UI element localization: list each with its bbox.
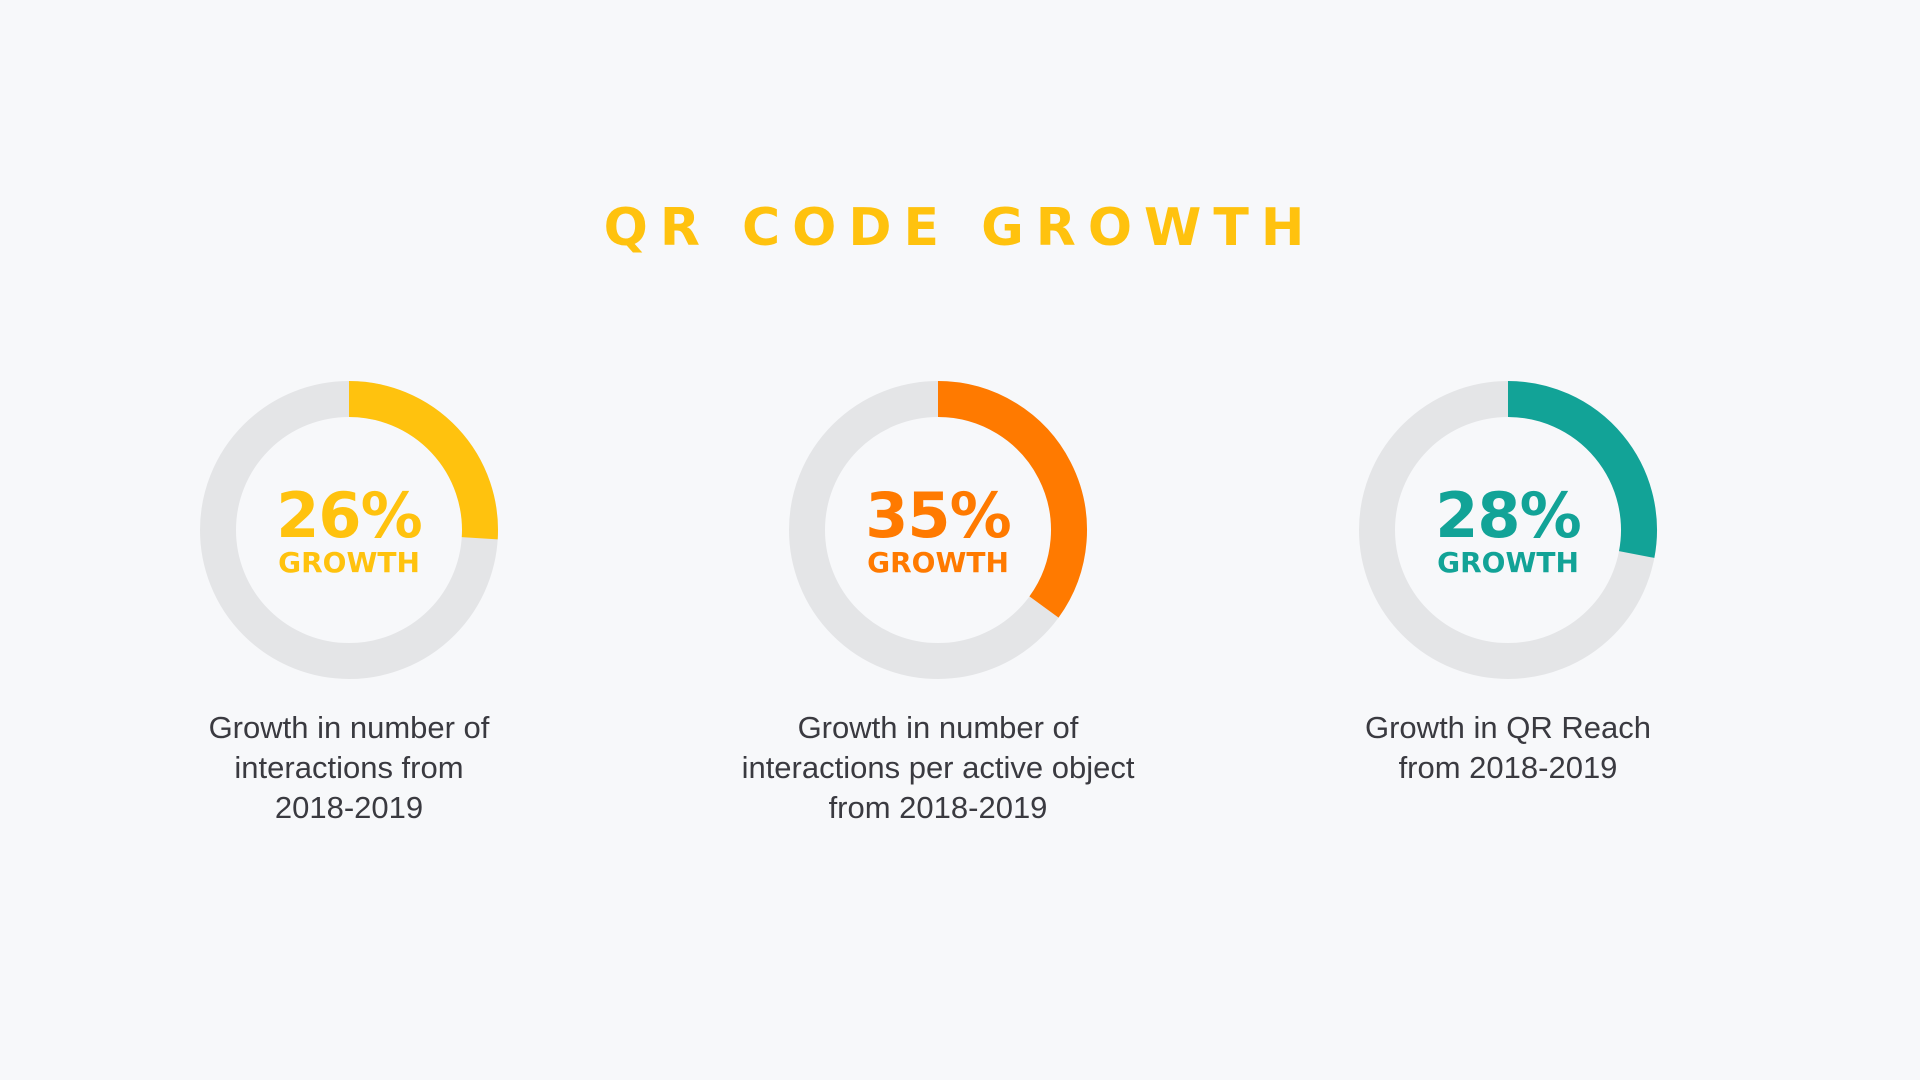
donut-value-arc — [348, 381, 498, 540]
caption-line: from 2018-2019 — [828, 790, 1048, 825]
page-title: QR CODE GROWTH — [603, 198, 1317, 258]
chart-caption: Growth in number of interactions from 20… — [119, 708, 579, 828]
donut-value-arc — [937, 381, 1087, 618]
donut-value-arc — [1507, 381, 1657, 558]
caption-line: Growth in number of — [208, 710, 490, 745]
data-label-growth: GROWTH — [867, 546, 1009, 579]
donut-center: 26% GROWTH — [199, 380, 499, 680]
caption-line: interactions from — [234, 750, 464, 785]
chart-panel-interactions-per-object: 35% GROWTH Growth in number of interacti… — [708, 380, 1168, 840]
donut-chart-interactions — [200, 381, 498, 679]
data-label-growth: GROWTH — [1437, 546, 1579, 579]
chart-panel-interactions: 26% GROWTH Growth in number of interacti… — [119, 380, 579, 840]
chart-caption: Growth in number of interactions per act… — [708, 708, 1168, 828]
caption-line: Growth in number of — [797, 710, 1079, 745]
donut-center: 28% GROWTH — [1358, 380, 1658, 680]
data-label-growth: GROWTH — [278, 546, 420, 579]
data-label-percent: 26% — [276, 479, 422, 552]
chart-panel-qr-reach: 28% GROWTH Growth in QR Reach from 2018-… — [1278, 380, 1738, 840]
donut-chart-interactions-per-object — [789, 381, 1087, 679]
caption-line: interactions per active object — [741, 750, 1135, 785]
caption-line: from 2018-2019 — [1398, 750, 1618, 785]
caption-line: 2018-2019 — [274, 790, 424, 825]
chart-caption: Growth in QR Reach from 2018-2019 — [1278, 708, 1738, 788]
caption-line: Growth in QR Reach — [1365, 710, 1651, 745]
donut-chart-qr-reach — [1359, 381, 1657, 679]
data-label-percent: 28% — [1435, 479, 1581, 552]
donut-center: 35% GROWTH — [788, 380, 1088, 680]
data-label-percent: 35% — [865, 479, 1011, 552]
